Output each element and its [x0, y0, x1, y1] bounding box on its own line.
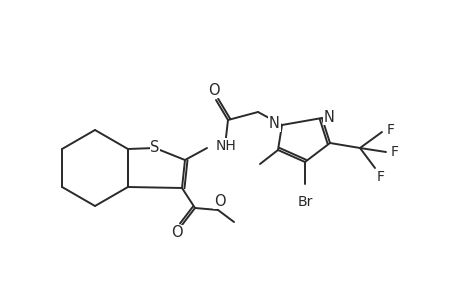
Text: O: O [214, 194, 225, 208]
Text: N: N [323, 110, 334, 124]
Text: F: F [390, 145, 398, 159]
Text: O: O [208, 82, 219, 98]
Text: S: S [150, 140, 159, 155]
Text: Br: Br [297, 195, 312, 209]
Text: F: F [376, 170, 384, 184]
Text: N: N [269, 116, 280, 131]
Text: O: O [171, 226, 182, 241]
Text: NH: NH [216, 139, 236, 153]
Text: F: F [386, 123, 394, 137]
